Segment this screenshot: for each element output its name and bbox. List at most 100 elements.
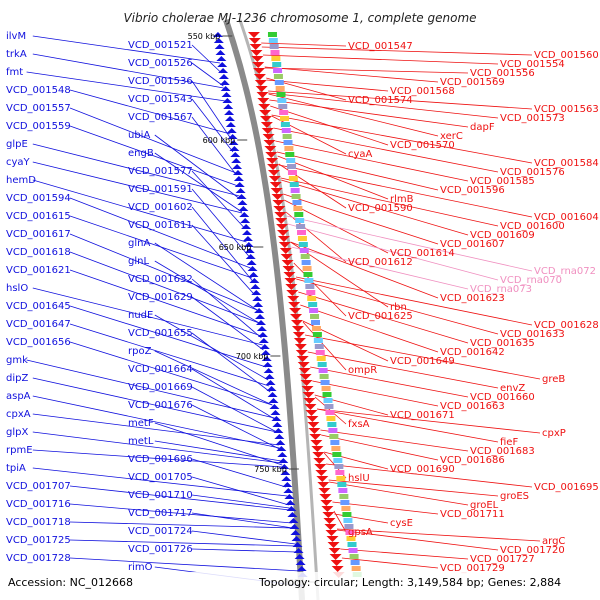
reverse-gene-arrow (331, 566, 344, 572)
reverse-gene-arrow (266, 158, 279, 164)
reverse-gene-arrow (260, 122, 273, 128)
right-gene-label: VCD_001614 (390, 248, 455, 259)
forward-gene-arrow (258, 338, 269, 343)
reverse-gene-arrow (315, 470, 328, 476)
right-gene-label: VCD_001604 (534, 212, 599, 223)
left-label-connector (32, 377, 277, 433)
cog-category-block (312, 332, 322, 337)
forward-gene-arrow (218, 68, 229, 73)
cog-category-block (320, 380, 330, 385)
forward-gene-arrow (238, 206, 249, 211)
right-gene-label: VCD_001727 (470, 554, 535, 565)
forward-gene-arrow (256, 326, 267, 331)
reverse-gene-arrow (281, 260, 294, 266)
forward-gene-arrow (229, 146, 240, 151)
forward-gene-arrow (249, 278, 260, 283)
cog-category-block (281, 128, 291, 133)
right-gene-label: ompR (348, 365, 377, 376)
backbone-inner-arc (223, 19, 305, 600)
left-label-connector (191, 188, 250, 257)
right-label-connector (298, 291, 469, 344)
left-gene-label: VCD_001696 (128, 454, 193, 465)
left-gene-label: VCD_001615 (6, 211, 71, 222)
reverse-gene-arrow (308, 428, 321, 434)
right-gene-label: VCD_001556 (470, 68, 535, 79)
forward-gene-arrow (293, 548, 304, 553)
reverse-gene-arrow (259, 110, 272, 116)
left-label-connector (191, 404, 280, 450)
right-gene-label: cysE (390, 518, 413, 529)
right-label-connector (290, 241, 439, 299)
left-label-connector (69, 107, 237, 174)
left-gene-label: VCD_001645 (6, 301, 71, 312)
right-gene-label: VCD_001547 (348, 41, 413, 52)
scale-tick-label: 600 kbp (203, 136, 236, 145)
right-gene-label: argC (542, 536, 565, 547)
forward-gene-arrow (266, 386, 277, 391)
reverse-gene-arrow (317, 482, 330, 488)
forward-gene-arrow (263, 368, 274, 373)
right-gene-label: VCD_001623 (440, 293, 505, 304)
right-label-connector (286, 215, 533, 272)
right-gene-label: VCD_001663 (440, 401, 505, 412)
cog-category-block (288, 176, 298, 181)
cog-category-block (267, 32, 277, 37)
right-label-connector (269, 99, 469, 128)
left-gene-label: aspA (6, 391, 31, 402)
right-label-connector (337, 529, 499, 551)
right-label-connector (291, 246, 469, 290)
forward-gene-arrow (252, 296, 263, 301)
reverse-gene-arrow (287, 296, 300, 302)
cog-category-block (319, 374, 329, 379)
forward-gene-arrow (268, 398, 279, 403)
forward-gene-arrow (265, 380, 276, 385)
left-label-connector (69, 341, 273, 406)
cog-category-block (287, 164, 297, 169)
right-label-connector (304, 334, 541, 380)
left-gene-label: rimO (128, 562, 153, 573)
left-gene-label: VCD_001728 (6, 553, 71, 564)
forward-gene-arrow (243, 242, 254, 247)
left-gene-label: VCD_001716 (6, 499, 71, 510)
reverse-gene-arrow (284, 278, 297, 284)
forward-gene-arrow (215, 50, 226, 55)
right-label-connector (328, 481, 469, 506)
left-gene-label: VCD_001655 (128, 328, 193, 339)
cog-category-block (289, 182, 299, 187)
cog-category-block (349, 554, 359, 559)
cog-category-block (303, 272, 313, 277)
left-gene-label: tpiA (6, 463, 26, 474)
scale-tick-label: 550 kbp (188, 32, 221, 41)
left-gene-label: rpoZ (128, 346, 152, 357)
left-label-connector (69, 485, 290, 511)
cog-category-block (313, 338, 323, 343)
left-gene-label: VCD_001577 (128, 166, 193, 177)
right-label-connector (268, 93, 439, 137)
reverse-gene-arrow (275, 218, 288, 224)
forward-gene-arrow (224, 110, 235, 115)
forward-gene-arrow (261, 356, 272, 361)
left-gene-label: nudE (128, 310, 153, 321)
left-label-connector (191, 332, 271, 393)
cog-category-block (304, 278, 314, 283)
left-label-connector (191, 62, 224, 87)
right-label-connector (333, 510, 347, 533)
forward-gene-arrow (255, 320, 266, 325)
right-gene-label: VCD_001576 (500, 167, 565, 178)
map-title: Vibrio cholerae MJ-1236 chromosome 1, co… (123, 11, 476, 25)
cog-category-block (273, 68, 283, 73)
cog-category-block (336, 476, 346, 481)
forward-gene-arrow (273, 428, 284, 433)
left-label-connector (32, 35, 221, 64)
right-label-connector (278, 164, 533, 218)
left-gene-label: gmk (6, 355, 28, 366)
reverse-gene-arrow (291, 326, 304, 332)
right-label-connector (262, 54, 499, 65)
right-label-connector (275, 140, 469, 182)
forward-gene-arrow (232, 170, 243, 175)
left-gene-label: VCD_001718 (6, 517, 71, 528)
topology-summary-text: Topology: circular; Length: 3,149,584 bp… (258, 576, 561, 589)
left-gene-label: VCD_001602 (128, 202, 193, 213)
cog-category-block (321, 386, 331, 391)
right-label-connector (336, 528, 541, 542)
